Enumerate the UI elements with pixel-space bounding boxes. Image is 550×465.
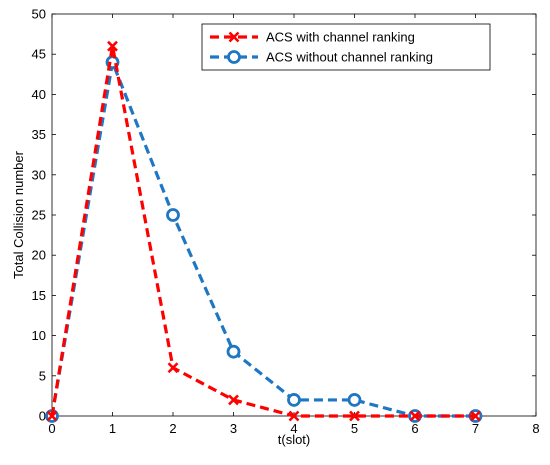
legend: ACS with channel ranking ACS without cha… bbox=[201, 23, 491, 71]
legend-label-acs-without-channel-ranking: ACS without channel ranking bbox=[266, 50, 433, 65]
x-tick-label: 8 bbox=[532, 421, 539, 436]
series-line bbox=[50, 56, 476, 418]
y-tick-label: 20 bbox=[32, 248, 46, 263]
marker-stroke bbox=[288, 410, 300, 422]
x-tick-label: 6 bbox=[411, 421, 418, 436]
plot-area-border bbox=[51, 13, 537, 417]
legend-box bbox=[201, 23, 491, 71]
data-point bbox=[288, 410, 300, 422]
marker-stroke bbox=[228, 31, 240, 43]
data-point bbox=[166, 208, 180, 222]
legend-marker-shape bbox=[227, 50, 241, 64]
legend-marker-x-icon bbox=[228, 31, 240, 43]
data-point bbox=[226, 344, 241, 359]
x-tick-label: 5 bbox=[351, 421, 358, 436]
marker-stroke bbox=[228, 394, 239, 406]
plot-frame bbox=[51, 13, 537, 417]
data-point bbox=[167, 362, 179, 374]
x-tick-label: 4 bbox=[290, 421, 297, 436]
y-tick-label: 10 bbox=[32, 328, 46, 343]
series-layer bbox=[45, 40, 483, 423]
y-tick-label: 45 bbox=[32, 47, 46, 62]
data-point bbox=[409, 410, 421, 422]
x-tick-label: 1 bbox=[109, 421, 116, 436]
y-axis-label: Total Collision number bbox=[11, 150, 26, 279]
y-tick-label: 25 bbox=[32, 208, 46, 223]
y-tick-label: 0 bbox=[39, 409, 46, 424]
data-point bbox=[228, 394, 239, 406]
marker-stroke bbox=[409, 410, 421, 422]
series-line bbox=[50, 45, 476, 418]
legend-marker-circle-icon bbox=[227, 50, 241, 64]
y-tick-label: 50 bbox=[32, 7, 46, 22]
data-point bbox=[349, 410, 360, 422]
y-tick-label: 15 bbox=[32, 288, 46, 303]
y-tick-label: 5 bbox=[39, 368, 46, 383]
marker-stroke bbox=[107, 40, 118, 52]
y-tick-label: 30 bbox=[32, 167, 46, 182]
x-tick-label: 3 bbox=[230, 421, 237, 436]
marker-stroke bbox=[349, 410, 360, 422]
y-axis-ticks: 0 5 10 15 20 25 30 35 40 45 50 bbox=[32, 7, 536, 424]
legend-marker-shape bbox=[228, 31, 240, 43]
y-tick-label: 35 bbox=[32, 127, 46, 142]
x-axis-label: t(slot) bbox=[278, 432, 311, 447]
data-point bbox=[470, 410, 481, 422]
marker-stroke bbox=[470, 410, 481, 422]
marker-stroke bbox=[167, 362, 179, 374]
x-tick-label: 7 bbox=[472, 421, 479, 436]
series-acs-with-channel-ranking bbox=[46, 40, 481, 422]
marker-stroke bbox=[46, 410, 58, 422]
data-point bbox=[287, 393, 301, 407]
y-tick-label: 40 bbox=[32, 87, 46, 102]
legend-label-acs-with-channel-ranking: ACS with channel ranking bbox=[266, 30, 415, 45]
x-tick-label: 2 bbox=[169, 421, 176, 436]
x-axis-ticks: 0 1 2 3 4 5 6 7 8 bbox=[48, 14, 540, 436]
data-point bbox=[347, 393, 362, 407]
data-point bbox=[46, 410, 58, 422]
legend-entry-acs-with-channel-ranking: ACS with channel ranking bbox=[210, 30, 415, 45]
legend-entry-acs-without-channel-ranking: ACS without channel ranking bbox=[210, 50, 433, 65]
x-tick-label: 0 bbox=[48, 421, 55, 436]
data-point bbox=[107, 40, 118, 52]
